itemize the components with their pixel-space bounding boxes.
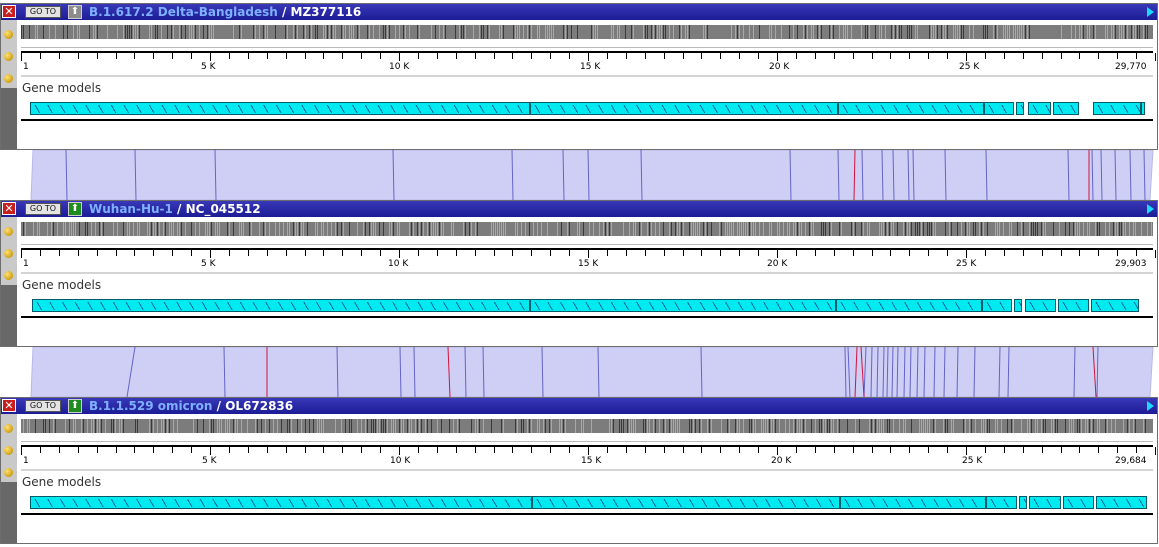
- accession-id: NC_045512: [185, 202, 261, 216]
- gene-model[interactable]: [982, 299, 1012, 312]
- gene-model[interactable]: [1063, 496, 1094, 509]
- track-label: Gene models: [22, 475, 102, 489]
- tick-label: 1: [23, 456, 29, 466]
- gene-model[interactable]: [532, 496, 840, 509]
- title-separator: /: [277, 5, 291, 19]
- gold-dot-icon[interactable]: [4, 468, 13, 477]
- goto-button[interactable]: GO TO: [25, 203, 61, 215]
- genome-panel-delta: ✕ GO TO ⬆ B.1.617.2 Delta-Bangladesh / M…: [0, 3, 1158, 150]
- gold-dot-icon[interactable]: [4, 227, 13, 236]
- title-separator: /: [212, 399, 226, 413]
- gene-model[interactable]: [1141, 102, 1145, 115]
- panel-sidebar: [1, 414, 17, 543]
- gene-model[interactable]: [1053, 102, 1079, 115]
- gene-model[interactable]: [1096, 496, 1147, 509]
- panel-titlebar: ✕ GO TO ⬆ B.1.1.529 omicron / OL672836: [1, 398, 1157, 414]
- gene-model[interactable]: [1019, 496, 1027, 509]
- tick-label: 15 K: [578, 259, 599, 269]
- genome-title: Wuhan-Hu-1 / NC_045512: [89, 202, 261, 216]
- gold-dot-icon[interactable]: [4, 424, 13, 433]
- tick-label: 5 K: [202, 456, 217, 466]
- up-arrow-icon[interactable]: ⬆: [68, 399, 82, 413]
- play-triangle-icon[interactable]: [1147, 7, 1154, 17]
- tick-label: 1: [23, 259, 29, 269]
- play-triangle-icon[interactable]: [1147, 204, 1154, 214]
- accession-id: OL672836: [225, 399, 294, 413]
- gene-model[interactable]: [30, 102, 530, 115]
- gene-model[interactable]: [836, 299, 982, 312]
- tick-label: 15 K: [580, 62, 601, 72]
- tick-label: 20 K: [771, 456, 792, 466]
- gold-dot-icon[interactable]: [4, 30, 13, 39]
- gene-model[interactable]: [530, 102, 838, 115]
- close-icon[interactable]: ✕: [2, 5, 16, 18]
- goto-button[interactable]: GO TO: [25, 400, 61, 412]
- tick-label: 10 K: [390, 456, 411, 466]
- tick-label: 25 K: [962, 456, 983, 466]
- panel-sidebar: [1, 217, 17, 346]
- sequence-density-bar: [21, 25, 1153, 39]
- scale-ruler: [21, 445, 1153, 447]
- gene-model[interactable]: [1058, 299, 1089, 312]
- genome-title: B.1.1.529 omicron / OL672836: [89, 399, 293, 413]
- gold-dot-icon[interactable]: [4, 52, 13, 61]
- panel-titlebar: ✕ GO TO ⬆ Wuhan-Hu-1 / NC_045512: [1, 201, 1157, 217]
- tick-label: 20 K: [769, 62, 790, 72]
- tick-label: 10 K: [388, 259, 409, 269]
- tick-label: 15 K: [581, 456, 602, 466]
- gold-dot-icon[interactable]: [4, 74, 13, 83]
- up-arrow-icon[interactable]: ⬆: [68, 202, 82, 216]
- track-label: Gene models: [22, 278, 102, 292]
- track-label: Gene models: [22, 81, 102, 95]
- genome-panel-wuhan: ✕ GO TO ⬆ Wuhan-Hu-1 / NC_045512 1 5 K 1…: [0, 200, 1158, 347]
- alignment-band: [30, 347, 1154, 397]
- tick-label: 10 K: [389, 62, 410, 72]
- gene-model[interactable]: [986, 496, 1017, 509]
- goto-button[interactable]: GO TO: [25, 6, 61, 18]
- gene-model[interactable]: [530, 299, 836, 312]
- scale-ruler: [21, 248, 1153, 250]
- genome-panel-omicron: ✕ GO TO ⬆ B.1.1.529 omicron / OL672836 1…: [0, 397, 1158, 544]
- panel-sidebar: [1, 20, 17, 149]
- gene-model[interactable]: [1016, 102, 1024, 115]
- tick-label: 5 K: [201, 62, 216, 72]
- tick-label: 29,903: [1115, 259, 1147, 269]
- genome-name: Wuhan-Hu-1: [89, 202, 173, 216]
- gene-model[interactable]: [1093, 102, 1141, 115]
- gold-dot-icon[interactable]: [4, 249, 13, 258]
- panel-titlebar: ✕ GO TO ⬆ B.1.617.2 Delta-Bangladesh / M…: [1, 4, 1157, 20]
- gene-model[interactable]: [30, 496, 532, 509]
- sequence-density-bar: [21, 222, 1153, 236]
- gold-dot-icon[interactable]: [4, 271, 13, 280]
- gene-model[interactable]: [1025, 299, 1056, 312]
- up-arrow-icon[interactable]: ⬆: [68, 5, 82, 19]
- gene-model[interactable]: [984, 102, 1014, 115]
- gene-model[interactable]: [32, 299, 530, 312]
- tick-label: 20 K: [767, 259, 788, 269]
- accession-id: MZ377116: [290, 5, 362, 19]
- tick-label: 29,770: [1115, 62, 1147, 72]
- gene-model[interactable]: [1014, 299, 1022, 312]
- tick-label: 1: [23, 62, 29, 72]
- gene-model[interactable]: [838, 102, 984, 115]
- tick-label: 29,684: [1115, 456, 1147, 466]
- close-icon[interactable]: ✕: [2, 202, 16, 215]
- scale-ruler: [21, 51, 1153, 53]
- play-triangle-icon[interactable]: [1147, 401, 1154, 411]
- tick-label: 5 K: [201, 259, 216, 269]
- genome-title: B.1.617.2 Delta-Bangladesh / MZ377116: [89, 5, 361, 19]
- gene-model[interactable]: [1029, 496, 1061, 509]
- gene-model[interactable]: [1028, 102, 1051, 115]
- gene-model[interactable]: [840, 496, 986, 509]
- tick-label: 25 K: [959, 62, 980, 72]
- sequence-density-bar: [21, 419, 1153, 433]
- tick-label: 25 K: [956, 259, 977, 269]
- gene-model[interactable]: [1091, 299, 1139, 312]
- close-icon[interactable]: ✕: [2, 399, 16, 412]
- alignment-band: [30, 150, 1154, 200]
- title-separator: /: [172, 202, 186, 216]
- genome-name: B.1.617.2 Delta-Bangladesh: [89, 5, 278, 19]
- gold-dot-icon[interactable]: [4, 446, 13, 455]
- genome-name: B.1.1.529 omicron: [89, 399, 213, 413]
